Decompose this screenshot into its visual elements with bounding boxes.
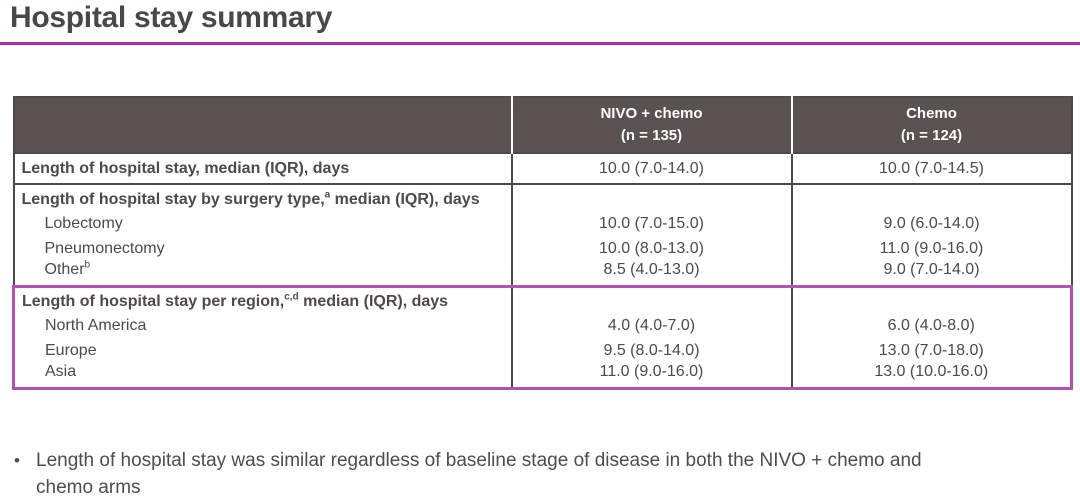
empty-cell — [510, 184, 792, 211]
nivo-value: 8.5 (4.0-13.0) — [510, 261, 792, 286]
chemo-value: 9.0 (6.0-14.0) — [790, 211, 1072, 236]
table-row: Europe 9.5 (8.0-14.0) 13.0 (7.0-18.0) — [14, 338, 1072, 363]
empty-cell — [510, 286, 792, 313]
row-label: Pneumonectomy — [44, 239, 165, 257]
footnote-marker: c,d — [284, 291, 299, 303]
chemo-value: 13.0 (7.0-18.0) — [790, 338, 1072, 363]
nivo-value: 4.0 (4.0-7.0) — [510, 313, 792, 338]
region-section: Length of hospital stay per region,c,d m… — [13, 286, 1072, 388]
section-header-text: Length of hospital stay per region, — [22, 293, 285, 311]
section-header-label: Length of hospital stay by surgery type,… — [14, 184, 512, 211]
table-row: Otherb 8.5 (4.0-13.0) 9.0 (7.0-14.0) — [14, 259, 1072, 286]
section-header-label: Length of hospital stay per region,c,d m… — [14, 286, 512, 313]
chemo-value: 6.0 (4.0-8.0) — [790, 313, 1072, 338]
row-label: Europe — [45, 341, 97, 359]
arm-n: (n = 124) — [900, 127, 963, 144]
hospital-stay-table: NIVO + chemo (n = 135) Chemo (n = 124) L… — [12, 96, 1073, 390]
table-row: Lobectomy 10.0 (7.0-15.0) 9.0 (6.0-14.0) — [14, 211, 1072, 236]
bullet-text: Length of hospital stay was similar rega… — [36, 450, 922, 498]
arm-n: (n = 135) — [620, 127, 683, 144]
row-label-text: Other — [44, 261, 85, 279]
footnote-marker: a — [324, 189, 331, 201]
surgery-type-section: Length of hospital stay by surgery type,… — [13, 184, 1072, 286]
chemo-value: 10.0 (7.0-14.5) — [790, 152, 1072, 184]
footnote-marker: b — [84, 259, 91, 271]
empty-cell — [790, 184, 1072, 211]
nivo-chemo-column-header: NIVO + chemo (n = 135) — [510, 97, 792, 153]
row-label: Length of hospital stay, median (IQR), d… — [13, 152, 512, 184]
chemo-value: 13.0 (10.0-16.0) — [790, 363, 1072, 388]
section-header-row: Length of hospital stay per region,c,d m… — [14, 286, 1072, 313]
nivo-value: 10.0 (7.0-14.0) — [510, 152, 792, 184]
chemo-column-header: Chemo (n = 124) — [790, 97, 1072, 153]
chemo-value: 11.0 (9.0-16.0) — [790, 236, 1072, 261]
bullet-marker-icon: • — [14, 451, 20, 470]
page-title: Hospital stay summary — [10, 1, 333, 34]
corner-header-cell — [13, 97, 512, 153]
arm-name: NIVO + chemo — [600, 105, 703, 123]
overall-stay-section: Length of hospital stay, median (IQR), d… — [13, 152, 1072, 184]
empty-cell — [790, 286, 1072, 313]
nivo-value: 10.0 (8.0-13.0) — [510, 236, 792, 261]
arm-name: Chemo — [906, 105, 957, 123]
row-label: Asia — [45, 363, 77, 381]
nivo-value: 9.5 (8.0-14.0) — [510, 338, 792, 363]
row-label: North America — [45, 316, 147, 334]
header-row: NIVO + chemo (n = 135) Chemo (n = 124) — [13, 97, 1072, 153]
table-row: Asia 11.0 (9.0-16.0) 13.0 (10.0-16.0) — [14, 363, 1072, 388]
table-row: Pneumonectomy 10.0 (8.0-13.0) 11.0 (9.0-… — [14, 236, 1072, 261]
section-header-text: median (IQR), days — [330, 191, 480, 208]
nivo-value: 11.0 (9.0-16.0) — [510, 363, 792, 388]
nivo-value: 10.0 (7.0-15.0) — [510, 211, 792, 236]
row-label: Otherb — [14, 259, 512, 286]
chemo-value: 9.0 (7.0-14.0) — [790, 261, 1072, 286]
row-label: Lobectomy — [44, 214, 123, 232]
section-header-text: median (IQR), days — [298, 293, 449, 311]
title-accent-rule — [0, 42, 1080, 45]
section-header-text: Length of hospital stay by surgery type, — [21, 191, 325, 208]
table-header: NIVO + chemo (n = 135) Chemo (n = 124) — [13, 97, 1072, 153]
section-header-row: Length of hospital stay by surgery type,… — [14, 184, 1072, 211]
table-row: North America 4.0 (4.0-7.0) 6.0 (4.0-8.0… — [14, 313, 1072, 338]
summary-bullet: • Length of hospital stay was similar re… — [14, 447, 1070, 501]
table-row: Length of hospital stay, median (IQR), d… — [13, 152, 1072, 184]
